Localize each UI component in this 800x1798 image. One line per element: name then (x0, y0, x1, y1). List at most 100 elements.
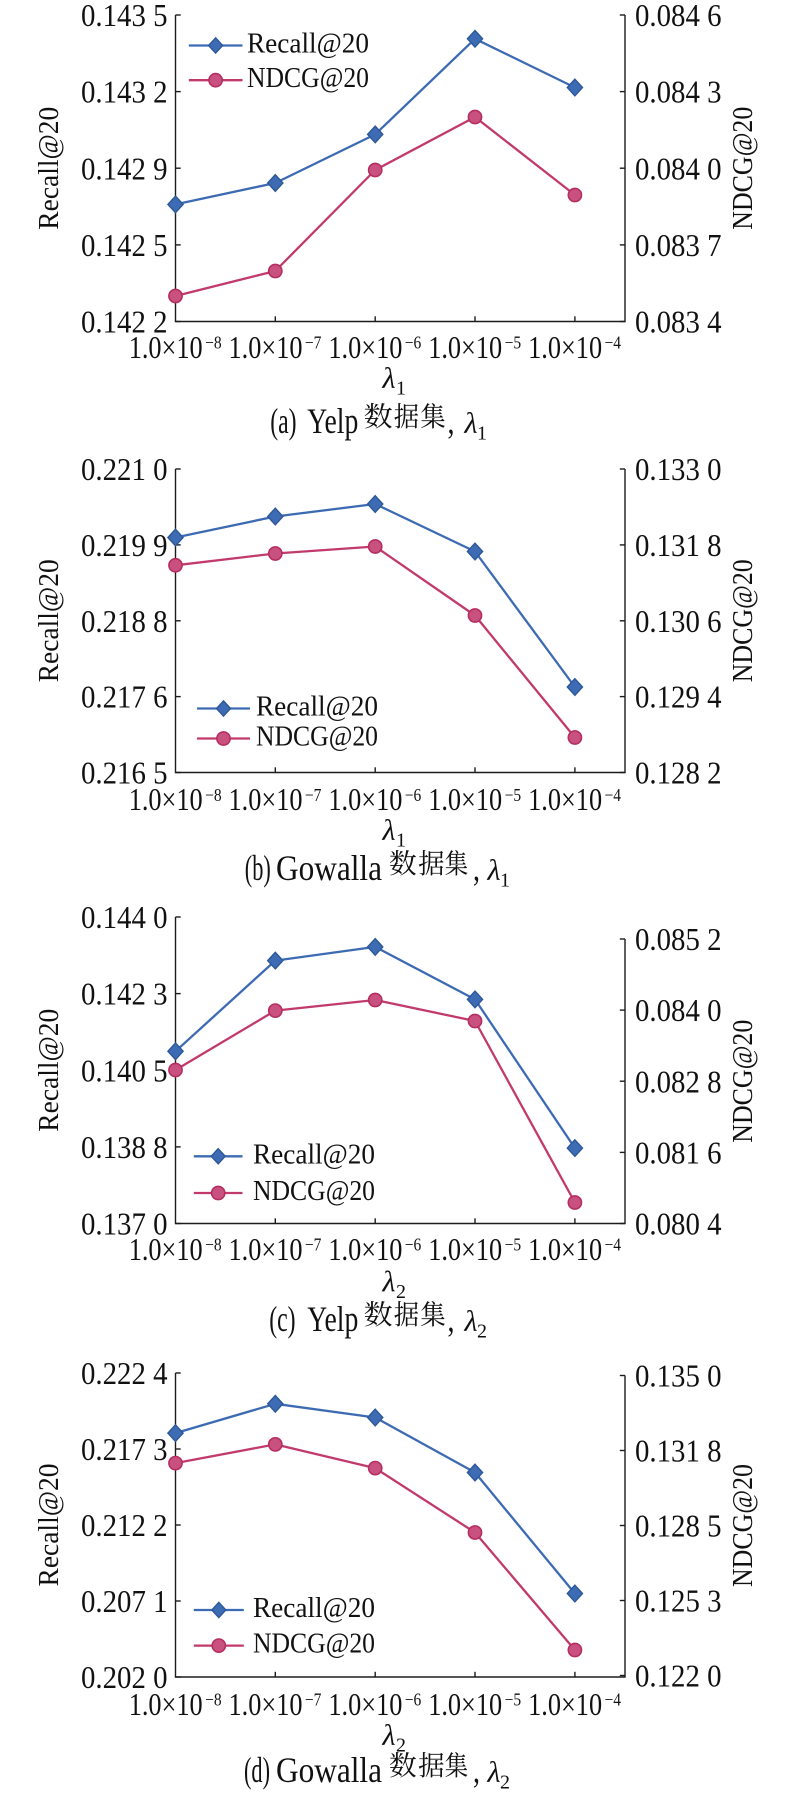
svg-text:0.143 5: 0.143 5 (81, 0, 168, 33)
svg-text:0.129 4: 0.129 4 (635, 679, 722, 715)
svg-text:1.0×10: 1.0×10 (328, 1686, 402, 1722)
svg-text:−4: −4 (605, 333, 622, 353)
svg-text:NDCG@20: NDCG@20 (727, 107, 759, 230)
svg-text:Recall@20: Recall@20 (33, 1009, 65, 1132)
svg-text:λ: λ (464, 1305, 478, 1338)
svg-text:0.135 0: 0.135 0 (635, 1358, 722, 1394)
svg-text:0.142 2: 0.142 2 (81, 304, 168, 340)
svg-text:0.084 0: 0.084 0 (635, 992, 722, 1028)
svg-text:λ: λ (464, 407, 478, 440)
svg-text:Gowalla: Gowalla (276, 1750, 382, 1790)
svg-text:0.222 4: 0.222 4 (81, 1355, 168, 1391)
svg-text:0.216 5: 0.216 5 (81, 755, 168, 791)
svg-text:0.142 3: 0.142 3 (81, 976, 168, 1012)
svg-text:0.142 9: 0.142 9 (81, 150, 168, 186)
svg-text:1.0×10: 1.0×10 (528, 1231, 602, 1267)
svg-text:1.0×10: 1.0×10 (428, 329, 502, 365)
svg-text:Recall@20: Recall@20 (253, 1138, 375, 1170)
svg-text:1.0×10: 1.0×10 (229, 329, 303, 365)
svg-text:Recall@20: Recall@20 (253, 1592, 375, 1624)
svg-text:−5: −5 (505, 1234, 521, 1254)
svg-text:0.207 1: 0.207 1 (81, 1583, 168, 1619)
svg-text:(b): (b) (245, 848, 271, 888)
svg-text:0.122 0: 0.122 0 (635, 1658, 722, 1694)
svg-text:(c): (c) (269, 1299, 295, 1339)
svg-text:0.083 7: 0.083 7 (635, 227, 722, 263)
svg-text:−7: −7 (305, 333, 322, 353)
svg-text:Recall@20: Recall@20 (33, 559, 65, 682)
svg-text:−6: −6 (405, 785, 422, 805)
svg-text:2: 2 (500, 1772, 510, 1794)
svg-text:−8: −8 (205, 785, 222, 805)
svg-text:1.0×10: 1.0×10 (328, 781, 402, 817)
svg-text:λ: λ (382, 1719, 396, 1752)
svg-text:,: , (473, 1750, 480, 1790)
svg-text:0.219 9: 0.219 9 (81, 527, 168, 563)
svg-text:0.137 0: 0.137 0 (81, 1206, 168, 1242)
svg-text:−6: −6 (405, 1234, 422, 1254)
svg-text:0.081 6: 0.081 6 (635, 1134, 722, 1170)
svg-text:Recall@20: Recall@20 (33, 1464, 65, 1587)
svg-text:NDCG@20: NDCG@20 (256, 721, 378, 753)
svg-text:−5: −5 (505, 1689, 521, 1709)
svg-text:Recall@20: Recall@20 (256, 691, 378, 723)
svg-text:0.082 8: 0.082 8 (635, 1063, 722, 1099)
svg-text:1.0×10: 1.0×10 (428, 1231, 502, 1267)
svg-text:−8: −8 (205, 1689, 222, 1709)
svg-text:−7: −7 (305, 1234, 322, 1254)
svg-text:,: , (448, 401, 455, 441)
svg-text:1.0×10: 1.0×10 (129, 1686, 203, 1722)
svg-text:0.143 2: 0.143 2 (81, 74, 168, 110)
svg-text:1: 1 (477, 423, 487, 445)
svg-text:1: 1 (396, 377, 406, 399)
svg-text:−7: −7 (305, 1689, 322, 1709)
svg-text:2: 2 (396, 1281, 406, 1303)
svg-text:0.218 8: 0.218 8 (81, 603, 168, 639)
svg-text:0.084 0: 0.084 0 (635, 150, 722, 186)
svg-text:NDCG@20: NDCG@20 (727, 559, 759, 682)
svg-text:1: 1 (500, 870, 510, 892)
svg-text:0.083 4: 0.083 4 (635, 304, 722, 340)
svg-text:−8: −8 (205, 333, 222, 353)
svg-text:0.084 3: 0.084 3 (635, 74, 722, 110)
svg-text:1.0×10: 1.0×10 (129, 1231, 203, 1267)
svg-text:1.0×10: 1.0×10 (528, 1686, 602, 1722)
svg-text:−6: −6 (405, 1689, 422, 1709)
svg-text:Recall@20: Recall@20 (247, 28, 369, 60)
svg-text:1.0×10: 1.0×10 (229, 1686, 303, 1722)
svg-text:(d): (d) (244, 1750, 270, 1790)
svg-text:0.133 0: 0.133 0 (635, 451, 722, 487)
svg-text:λ: λ (382, 1266, 396, 1299)
svg-text:0.084 6: 0.084 6 (635, 0, 722, 33)
svg-text:−7: −7 (305, 785, 322, 805)
svg-text:NDCG@20: NDCG@20 (253, 1175, 375, 1207)
svg-text:Gowalla: Gowalla (276, 848, 382, 888)
svg-text:0.138 8: 0.138 8 (81, 1129, 168, 1165)
svg-text:,: , (473, 848, 480, 888)
svg-text:Yelp: Yelp (307, 1299, 358, 1339)
svg-text:1.0×10: 1.0×10 (528, 781, 602, 817)
svg-text:0.130 6: 0.130 6 (635, 603, 722, 639)
svg-text:0.128 5: 0.128 5 (635, 1508, 722, 1544)
svg-text:−4: −4 (605, 1689, 622, 1709)
svg-text:NDCG@20: NDCG@20 (727, 1020, 759, 1143)
svg-text:0.128 2: 0.128 2 (635, 755, 722, 791)
svg-text:−4: −4 (605, 1234, 622, 1254)
svg-text:0.131 8: 0.131 8 (635, 1433, 722, 1469)
svg-text:0.221 0: 0.221 0 (81, 451, 168, 487)
svg-text:1.0×10: 1.0×10 (428, 781, 502, 817)
svg-text:Yelp: Yelp (307, 401, 358, 441)
svg-text:(a): (a) (270, 401, 296, 441)
svg-text:−4: −4 (605, 785, 622, 805)
svg-text:0.217 6: 0.217 6 (81, 679, 168, 715)
svg-text:1: 1 (396, 829, 406, 851)
svg-text:0.202 0: 0.202 0 (81, 1659, 168, 1695)
svg-text:−5: −5 (505, 785, 521, 805)
svg-text:2: 2 (396, 1734, 406, 1756)
svg-text:NDCG@20: NDCG@20 (253, 1628, 375, 1660)
svg-text:−5: −5 (505, 333, 521, 353)
svg-text:λ: λ (382, 814, 396, 847)
svg-text:0.080 4: 0.080 4 (635, 1206, 722, 1242)
svg-text:0.085 2: 0.085 2 (635, 921, 722, 957)
svg-text:0.217 3: 0.217 3 (81, 1431, 168, 1467)
